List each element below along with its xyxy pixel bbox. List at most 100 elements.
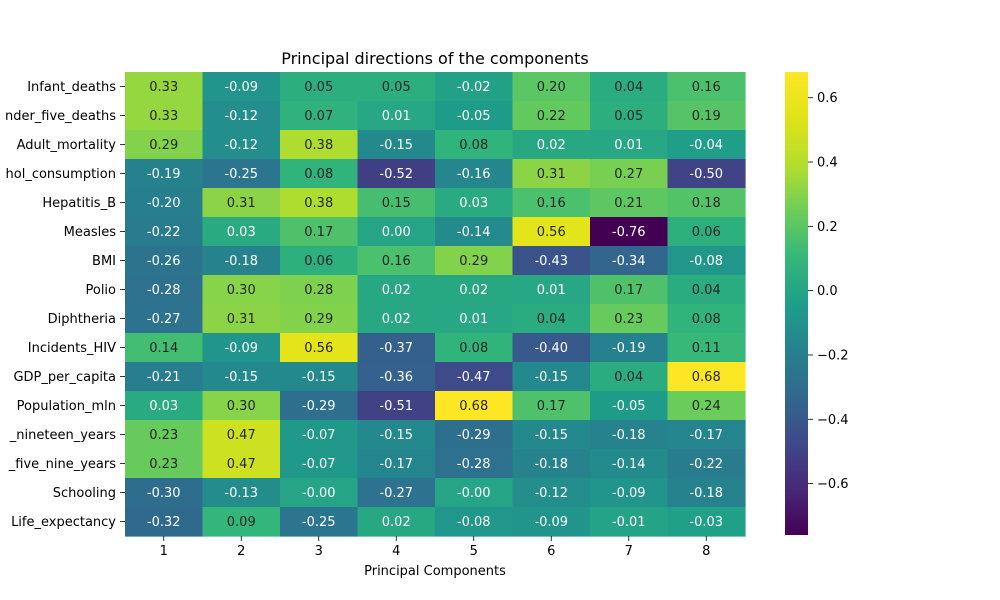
heatmap-cell <box>202 72 281 102</box>
cell-value-label: -0.27 <box>379 486 413 501</box>
heatmap-cell <box>512 275 591 305</box>
heatmap-cell <box>202 159 281 189</box>
cell-value-label: -0.01 <box>612 515 646 530</box>
heatmap-cell <box>667 333 746 363</box>
heatmap-cell <box>667 101 746 131</box>
heatmap-cell <box>435 72 514 102</box>
colorbar-tick-label: 0.4 <box>817 156 838 171</box>
heatmap-cell <box>435 333 514 363</box>
cell-value-label: -0.47 <box>457 370 491 385</box>
cell-value-label: 0.16 <box>382 254 411 269</box>
cell-value-label: 0.68 <box>459 399 488 414</box>
y-tick-label: _five_nine_years <box>8 457 116 472</box>
cell-value-label: -0.22 <box>147 225 181 240</box>
heatmap-cell <box>667 159 746 189</box>
heatmap-cell <box>125 188 204 218</box>
y-tick-label: Population_mln <box>17 399 116 414</box>
heatmap-cell <box>590 188 669 218</box>
cell-value-label: -0.05 <box>612 399 646 414</box>
cell-value-label: -0.51 <box>379 399 413 414</box>
cell-value-label: -0.21 <box>147 370 181 385</box>
heatmap-cell <box>280 130 359 160</box>
colorbar <box>785 72 808 535</box>
cell-value-label: 0.23 <box>149 457 178 472</box>
heatmap-cell <box>512 333 591 363</box>
heatmap-cells <box>125 72 746 537</box>
heatmap-cell <box>125 507 204 537</box>
heatmap-cell <box>435 362 514 392</box>
cell-value-label: -0.18 <box>612 428 646 443</box>
heatmap-cell <box>667 420 746 450</box>
cell-value-label: -0.04 <box>689 138 723 153</box>
heatmap-cell <box>202 333 281 363</box>
heatmap-cell <box>667 507 746 537</box>
heatmap-cell <box>357 333 436 363</box>
heatmap-cell <box>512 217 591 247</box>
heatmap-cell <box>590 507 669 537</box>
cell-value-label: -0.34 <box>612 254 646 269</box>
cell-value-label: -0.27 <box>147 312 181 327</box>
cell-value-label: -0.26 <box>147 254 181 269</box>
cell-value-label: -0.13 <box>224 486 258 501</box>
cell-value-label: -0.07 <box>302 428 336 443</box>
cell-value-label: 0.38 <box>304 196 333 211</box>
heatmap-cell <box>125 362 204 392</box>
cell-value-label: 0.20 <box>537 80 566 95</box>
colorbar-tick-label: −0.2 <box>817 348 849 363</box>
heatmap-cell <box>202 304 281 334</box>
cell-value-label: 0.06 <box>692 225 721 240</box>
x-axis-title: Principal Components <box>364 564 506 579</box>
heatmap-cell <box>202 478 281 508</box>
heatmap-cell <box>512 130 591 160</box>
heatmap-cell <box>590 159 669 189</box>
x-tick-label: 2 <box>237 544 245 559</box>
heatmap-cell <box>125 275 204 305</box>
heatmap-cell <box>435 246 514 276</box>
y-tick-label: Diphtheria <box>48 312 116 327</box>
heatmap-cell <box>357 391 436 421</box>
cell-value-label: 0.19 <box>692 109 721 124</box>
heatmap-cell <box>357 449 436 479</box>
heatmap-cell <box>590 304 669 334</box>
heatmap-cell <box>512 188 591 218</box>
cell-value-label: -0.12 <box>224 138 258 153</box>
cell-value-label: -0.50 <box>689 167 723 182</box>
heatmap-cell <box>125 130 204 160</box>
heatmap-cell <box>512 391 591 421</box>
x-tick-label: 8 <box>702 544 710 559</box>
y-axis-labels: Infant_deaths nder_five_deaths Adult_morta… <box>5 80 125 530</box>
heatmap-cell <box>512 246 591 276</box>
heatmap-cell <box>202 507 281 537</box>
heatmap-cell <box>202 101 281 131</box>
cell-value-label: 0.33 <box>149 80 178 95</box>
cell-value-label: 0.30 <box>227 283 256 298</box>
x-tick-label: 6 <box>547 544 555 559</box>
cell-value-label: -0.43 <box>534 254 568 269</box>
cell-value-label: 0.02 <box>537 138 566 153</box>
cell-value-label: -0.40 <box>534 341 568 356</box>
heatmap-cell <box>280 478 359 508</box>
cell-value-label: 0.03 <box>227 225 256 240</box>
cell-value-label: 0.56 <box>304 341 333 356</box>
cell-value-label: 0.01 <box>614 138 643 153</box>
heatmap-cell <box>357 362 436 392</box>
cell-value-label: 0.29 <box>149 138 178 153</box>
cell-value-label: 0.02 <box>382 312 411 327</box>
heatmap-cell <box>590 449 669 479</box>
heatmap-cell <box>125 159 204 189</box>
heatmap-cell <box>590 130 669 160</box>
cell-value-label: -0.19 <box>147 167 181 182</box>
heatmap-cell <box>590 420 669 450</box>
cell-value-label: -0.18 <box>224 254 258 269</box>
heatmap-cell <box>667 246 746 276</box>
cell-value-label: 0.22 <box>537 109 566 124</box>
cell-value-label: 0.18 <box>692 196 721 211</box>
heatmap-cell <box>667 391 746 421</box>
cell-value-label: -0.15 <box>224 370 258 385</box>
heatmap-cell <box>667 478 746 508</box>
heatmap-cell <box>280 72 359 102</box>
cell-value-label: 0.06 <box>304 254 333 269</box>
heatmap-cell <box>202 130 281 160</box>
cell-value-label: -0.18 <box>534 457 568 472</box>
